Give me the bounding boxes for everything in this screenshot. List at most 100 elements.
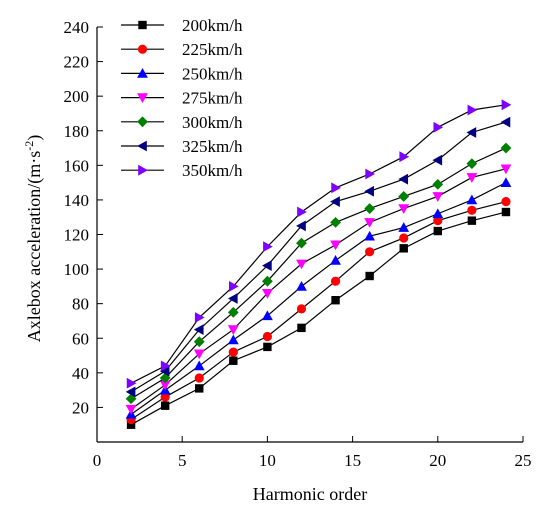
- legend-marker: [137, 140, 147, 152]
- data-point: [500, 177, 512, 187]
- legend: 200km/h 225km/h 250km/h 275km/h 300km/h 325km…: [121, 16, 243, 180]
- data-point: [296, 220, 306, 232]
- data-point: [227, 334, 239, 345]
- data-point: [330, 216, 341, 228]
- data-point: [126, 377, 137, 389]
- data-point: [160, 392, 170, 402]
- data-point: [262, 331, 272, 342]
- data-point: [229, 356, 238, 365]
- series-line: [130, 211, 507, 426]
- data-point: [262, 310, 273, 321]
- y-tick-label: 20: [72, 398, 89, 417]
- x-tick-label: 15: [344, 451, 361, 470]
- series-line: [130, 121, 507, 393]
- data-point: [432, 154, 443, 166]
- series-line: [130, 104, 507, 384]
- legend-marker: [138, 20, 147, 30]
- series-line: [130, 168, 507, 410]
- data-point: [467, 216, 477, 225]
- data-point: [398, 204, 410, 214]
- legend-label: 250km/h: [182, 64, 243, 83]
- legend-item: 325km/h: [121, 137, 243, 156]
- data-point: [432, 178, 444, 190]
- legend-label: 225km/h: [182, 40, 243, 59]
- data-point: [399, 233, 409, 243]
- data-point: [467, 104, 478, 116]
- data-point: [466, 127, 477, 138]
- x-tick-label: 25: [515, 451, 532, 470]
- data-point: [500, 116, 511, 128]
- y-axis-title-close: ): [24, 135, 45, 141]
- data-point: [433, 226, 442, 236]
- y-tick-label: 80: [72, 295, 89, 314]
- series-225km/h: [126, 197, 511, 425]
- data-point: [399, 151, 410, 163]
- legend-label: 350km/h: [182, 161, 243, 180]
- data-point: [125, 386, 136, 398]
- data-point: [330, 255, 341, 265]
- y-tick-label: 40: [72, 364, 89, 383]
- data-point: [398, 173, 409, 185]
- y-tick-label: 120: [64, 226, 90, 245]
- x-tick-label: 20: [429, 451, 446, 470]
- data-point: [398, 191, 410, 202]
- legend-marker: [137, 93, 148, 103]
- data-point: [500, 142, 512, 154]
- y-tick-label: 220: [64, 53, 90, 72]
- data-point: [432, 208, 444, 219]
- data-point: [229, 280, 239, 292]
- series-350km/h: [126, 99, 512, 389]
- data-point: [126, 420, 136, 429]
- data-point: [262, 288, 273, 299]
- data-point: [365, 247, 375, 257]
- y-tick-label: 100: [64, 260, 90, 279]
- data-point: [365, 271, 374, 281]
- data-point: [466, 173, 478, 183]
- data-point: [193, 324, 204, 336]
- series-325km/h: [125, 116, 511, 398]
- data-point: [193, 336, 205, 348]
- y-tick-label: 240: [64, 18, 90, 37]
- data-point: [433, 121, 444, 133]
- legend-marker: [137, 44, 148, 54]
- data-point: [331, 296, 340, 305]
- y-tick-label: 180: [64, 122, 90, 141]
- data-point: [159, 365, 170, 377]
- y-tick-label: 160: [64, 156, 90, 175]
- series-line: [130, 182, 507, 415]
- y-axis-title-main: Axlebox acceleration/(m·s: [24, 151, 45, 342]
- legend-marker: [138, 164, 148, 176]
- data-point: [432, 192, 444, 202]
- legend-item: 300km/h: [121, 113, 243, 132]
- data-point: [364, 185, 374, 197]
- y-tick-label: 140: [64, 191, 90, 210]
- series-layer: [125, 99, 512, 429]
- data-point: [227, 325, 239, 336]
- legend-label: 300km/h: [182, 113, 243, 132]
- legend-item: 225km/h: [121, 40, 243, 59]
- legend-label: 200km/h: [182, 16, 243, 35]
- data-point: [364, 203, 376, 214]
- data-point: [193, 349, 205, 360]
- data-point: [501, 99, 512, 111]
- x-tick-label: 5: [178, 451, 187, 470]
- data-point: [227, 306, 239, 318]
- data-point: [262, 275, 273, 287]
- legend-item: 350km/h: [121, 161, 243, 180]
- x-tick-label: 10: [259, 451, 276, 470]
- data-point: [193, 360, 205, 371]
- data-point: [125, 404, 137, 415]
- y-axis-title-superscript: -2: [22, 141, 36, 151]
- data-point: [365, 168, 376, 180]
- axes: 0 5 10 15 20 25 20 40 60 80 100 120 140 160 180 200 220 2…: [64, 18, 532, 470]
- x-tick-label: 0: [93, 451, 102, 470]
- series-300km/h: [125, 142, 512, 405]
- legend-marker: [137, 68, 148, 78]
- data-point: [296, 237, 307, 249]
- legend-item: 250km/h: [121, 64, 243, 83]
- y-tick-label: 60: [72, 329, 89, 348]
- data-point: [500, 164, 512, 175]
- data-point: [467, 205, 477, 215]
